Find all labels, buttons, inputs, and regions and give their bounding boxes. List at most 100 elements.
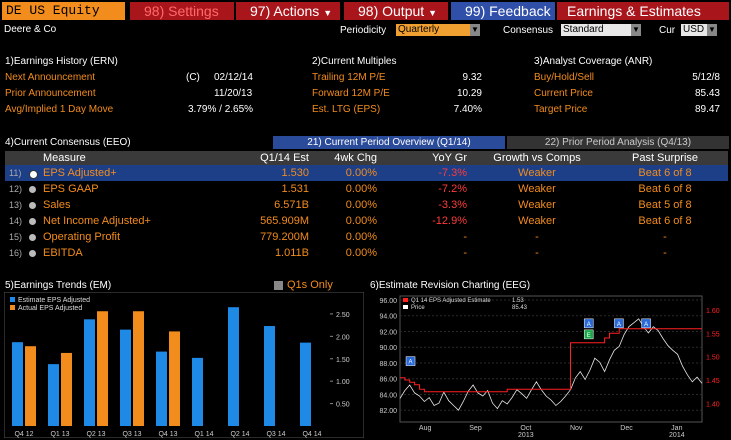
earnings-trends-title[interactable]: 5)Earnings Trends (EM) [5, 280, 112, 291]
bar-estimate [12, 342, 23, 426]
bar-estimate [120, 329, 131, 426]
y-tick-label: 1.50 [336, 357, 350, 364]
buy-hold-sell-value: 5/12/8 [692, 72, 720, 83]
periodicity-select[interactable]: Quarterly [396, 24, 470, 36]
legend-estimate: Q1 14 EPS Adjusted Estimate [411, 298, 491, 304]
col-growth[interactable]: Growth vs Comps [493, 152, 581, 164]
x-tick-label: Sep [469, 425, 482, 432]
legend-swatch-estimate [403, 298, 408, 302]
ticker-field[interactable]: DE US Equity [2, 2, 125, 20]
row-measure[interactable]: EPS Adjusted+ [43, 167, 117, 179]
earnings-history-title[interactable]: 1)Earnings History (ERN) [5, 56, 118, 67]
row-measure[interactable]: Operating Profit [43, 231, 121, 243]
col-surprise[interactable]: Past Surprise [631, 152, 699, 164]
currency-label: Cur [659, 25, 676, 36]
consensus-title[interactable]: 4)Current Consensus (EEO) [5, 137, 131, 148]
earnings-trends-chart: 2.50 2.00 1.50 1.00 0.50 Q4 12 Q1 13 Q2 13 Q3 13… [4, 292, 364, 438]
radio-icon[interactable] [29, 234, 36, 241]
y-left-tick-label: 92.00 [379, 329, 397, 336]
col-yoy[interactable]: YoY Gr [432, 152, 467, 164]
target-price-value: 89.47 [694, 104, 720, 115]
row-chg: 0.00% [345, 231, 377, 243]
x-tick-label: Q3 13 [122, 431, 141, 438]
row-est: 779.200M [260, 231, 309, 243]
y-left-tick-label: 88.00 [379, 361, 397, 368]
tab-prior-period[interactable]: 22) Prior Period Analysis (Q4/13) [507, 136, 729, 149]
prior-announcement-label: Prior Announcement [5, 88, 96, 99]
table-row[interactable]: 12) EPS GAAP 1.531 0.00% -7.2% Weaker Beat 6 o… [5, 181, 728, 197]
table-row[interactable]: 16) EBITDA 1.011B 0.00% - - - [5, 245, 728, 261]
col-measure[interactable]: Measure [43, 152, 86, 164]
radio-icon[interactable] [29, 170, 38, 179]
tab-current-period[interactable]: 21) Current Period Overview (Q1/14) [273, 136, 505, 149]
output-button[interactable]: 98) Output ▼ [344, 2, 448, 20]
row-yoy: -12.9% [432, 215, 467, 227]
col-chg[interactable]: 4wk Chg [334, 152, 377, 164]
radio-icon[interactable] [29, 218, 36, 225]
x-tick-label: Q3 14 [266, 431, 285, 438]
event-marker-label: A [409, 360, 413, 366]
legend-estimate-value: 1.53 [512, 298, 524, 304]
periodicity-dropdown-icon[interactable]: ▼ [470, 24, 480, 36]
bar-actual [133, 311, 144, 426]
x-tick-label: Q1 14 [194, 431, 213, 438]
row-measure[interactable]: Net Income Adjusted+ [43, 215, 151, 227]
row-chg: 0.00% [345, 215, 377, 227]
next-announcement-flag: (C) [186, 72, 200, 83]
bar-estimate [228, 307, 239, 426]
y-left-tick-label: 90.00 [379, 345, 397, 352]
table-row[interactable]: 14) Net Income Adjusted+ 565.909M 0.00% -12.… [5, 213, 728, 229]
estimate-revision-title[interactable]: 6)Estimate Revision Charting (EEG) [370, 280, 531, 291]
table-row[interactable]: 13) Sales 6.571B 0.00% -3.3% Weaker Beat 5 of … [5, 197, 728, 213]
row-chg: 0.00% [345, 183, 377, 195]
y-right-tick-label: 1.55 [706, 331, 720, 338]
trailing-pe-value: 9.32 [462, 72, 482, 83]
consensus-dropdown-icon[interactable]: ▼ [631, 24, 641, 36]
row-measure[interactable]: EPS GAAP [43, 183, 99, 195]
x-tick-label: Oct [520, 425, 531, 432]
analyst-coverage-title[interactable]: 3)Analyst Coverage (ANR) [534, 56, 653, 67]
next-announcement-label: Next Announcement [5, 72, 96, 83]
table-row[interactable]: 15) Operating Profit 779.200M 0.00% - - - [5, 229, 728, 245]
currency-dropdown-icon[interactable]: ▼ [707, 24, 717, 36]
row-surprise: Beat 5 of 8 [638, 199, 692, 211]
event-marker [583, 318, 594, 329]
row-surprise: Beat 6 of 8 [638, 215, 692, 227]
ltg-label: Est. LTG (EPS) [312, 104, 381, 115]
y-right-tick-label: 1.50 [706, 355, 720, 362]
bar-estimate [48, 364, 59, 426]
y-tick-label: 1.00 [336, 379, 350, 386]
row-surprise: - [663, 247, 667, 259]
q1s-checkbox[interactable] [274, 281, 283, 290]
consensus-select[interactable]: Standard [561, 24, 631, 36]
actions-button[interactable]: 97) Actions ▼ [236, 2, 340, 20]
earnings-estimates-title: Earnings & Estimates [557, 2, 729, 20]
x-tick-label: Nov [570, 425, 583, 432]
target-price-label: Target Price [534, 104, 588, 115]
current-price-value: 85.43 [694, 88, 720, 99]
feedback-button[interactable]: 99) Feedback [451, 2, 555, 20]
row-growth: Weaker [518, 199, 556, 211]
row-measure[interactable]: Sales [43, 199, 71, 211]
plot-frame [399, 295, 703, 423]
actions-label: 97) Actions [250, 3, 320, 19]
radio-icon[interactable] [29, 186, 36, 193]
radio-icon[interactable] [29, 250, 36, 257]
row-yoy: -7.3% [438, 167, 467, 179]
radio-icon[interactable] [29, 202, 36, 209]
forward-pe-value: 10.29 [456, 88, 482, 99]
row-est: 1.530 [281, 167, 309, 179]
row-chg: 0.00% [345, 199, 377, 211]
currency-select[interactable]: USD [681, 24, 707, 36]
row-growth: - [535, 231, 539, 243]
x-tick-label: Q1 13 [50, 431, 69, 438]
table-header: Measure Q1/14 Est 4wk Chg YoY Gr Growth … [5, 151, 728, 165]
row-surprise: - [663, 231, 667, 243]
col-est[interactable]: Q1/14 Est [260, 152, 309, 164]
settings-button[interactable]: 98) Settings [130, 2, 234, 20]
table-row[interactable]: 11) EPS Adjusted+ 1.530 0.00% -7.3% Weaker Bea… [5, 165, 728, 181]
output-label: 98) Output [358, 3, 425, 19]
legend-price-value: 85.43 [512, 305, 528, 311]
row-measure[interactable]: EBITDA [43, 247, 83, 259]
x-tick-label: Q2 13 [86, 431, 105, 438]
